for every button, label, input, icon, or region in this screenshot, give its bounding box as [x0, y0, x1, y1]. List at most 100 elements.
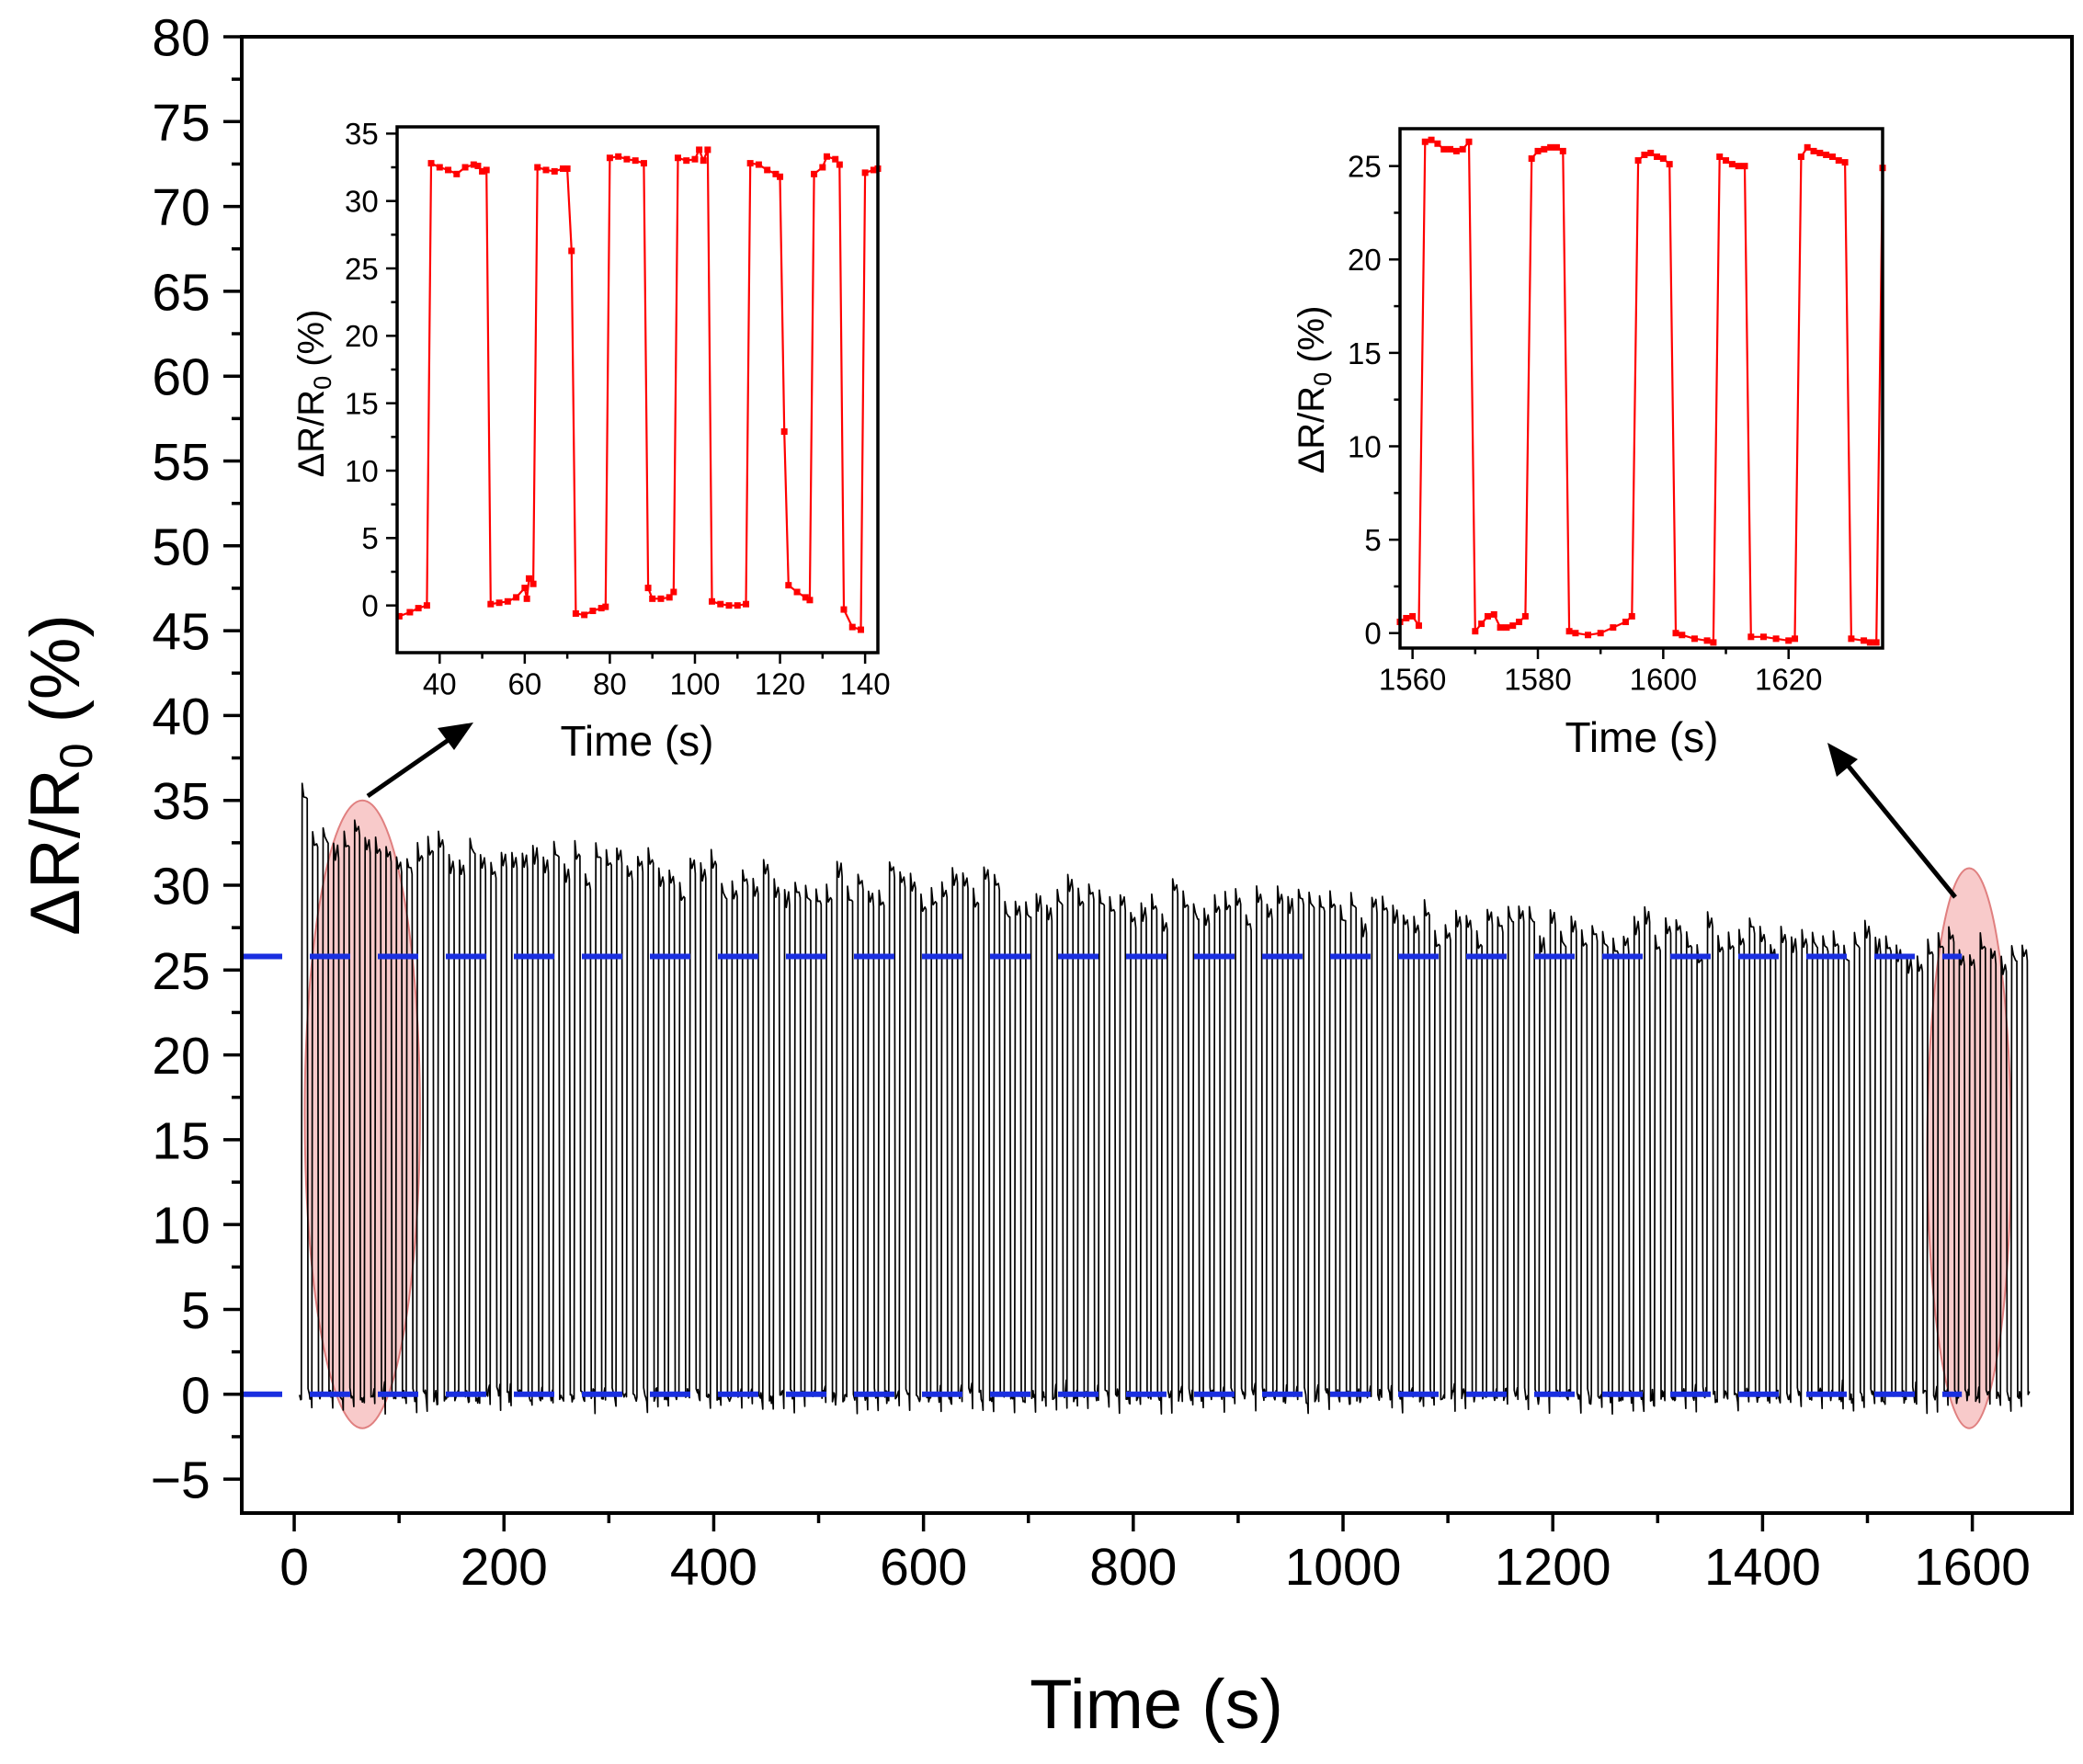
inset-left-data-point — [479, 167, 486, 175]
inset-right-data-point — [1628, 612, 1635, 620]
inset-right-data-point — [1472, 628, 1479, 635]
inset-right-data-point — [1459, 145, 1466, 153]
inset-right-data-point — [1823, 151, 1830, 158]
main-y-tick-label: 80 — [152, 9, 210, 68]
inset-right-y-ticks: 0 5 10 15 20 25 — [1348, 150, 1400, 651]
inset-left-data-point — [696, 146, 703, 154]
inset-right-data-point — [1797, 153, 1804, 160]
main-plot: 0 200 400 600 800 1000 1200 1400 1600 −505101520… — [17, 9, 2074, 1744]
inset-right-frame — [1398, 127, 1884, 650]
inset-right-data-point — [1861, 637, 1868, 644]
inset-left-data-point — [806, 597, 814, 604]
inset-left-data-point — [811, 170, 818, 177]
inset-left-data-point — [857, 626, 864, 633]
inset-right-background — [1400, 129, 1883, 648]
inset-right-data-point — [1866, 639, 1873, 646]
inset-left-data-point — [704, 146, 711, 154]
inset-right-data-point — [1409, 612, 1417, 620]
main-plot-frame — [240, 35, 2074, 1515]
inset-right-y-tick-label: 10 — [1348, 429, 1382, 463]
inset-right-data-point — [1503, 624, 1510, 632]
main-y-tick-label: 0 — [181, 1366, 211, 1425]
inset-left-data-point — [521, 585, 529, 592]
inset-right-data-point — [1478, 620, 1485, 628]
inset-left-data-point — [513, 594, 520, 601]
inset-right-y-tick-label: 15 — [1348, 336, 1382, 370]
inset-left-data-point — [848, 623, 856, 631]
inset-left-data-point — [802, 594, 809, 601]
inset-right-data-point — [1641, 151, 1648, 158]
main-series-line — [298, 782, 2031, 1416]
inset-right-data-point — [1841, 159, 1849, 166]
inset-left-data-point — [602, 603, 609, 610]
inset-right-data-point — [1659, 155, 1667, 163]
inset-left-data-point — [819, 164, 826, 171]
inset-right-data-point — [1440, 145, 1448, 153]
inset-left-data-point — [777, 173, 784, 180]
inset-right-data-point — [1647, 149, 1655, 156]
inset-left-data-point — [649, 595, 656, 602]
inset-right-data-point — [1679, 632, 1686, 639]
main-y-tick-label: 20 — [152, 1027, 210, 1086]
main-x-axis-label: Time (s) — [1030, 1666, 1283, 1744]
main-y-tick-label: 50 — [152, 518, 210, 576]
inset-left-data-point — [725, 602, 733, 609]
inset-left-data-point — [691, 155, 699, 163]
inset-right-data-point — [1792, 635, 1799, 643]
inset-right-data-point — [1415, 622, 1422, 630]
inset-left-data-point — [708, 597, 715, 605]
main-y-tick-label: 40 — [152, 688, 210, 746]
main-y-tick-label: 10 — [152, 1197, 210, 1256]
inset-right-data-point — [1585, 632, 1592, 639]
inset-left-data-point — [523, 595, 530, 602]
inset-left-data-point — [861, 169, 869, 176]
inset-right-data-point — [1528, 155, 1535, 163]
inset-right-data-point — [1597, 630, 1604, 637]
inset-right-y-tick-label: 25 — [1348, 150, 1382, 184]
inset-left-y-tick-label: 10 — [345, 454, 379, 488]
main-y-tick-label: 35 — [152, 772, 210, 831]
inset-right-y-tick-label: 5 — [1364, 523, 1381, 557]
main-reference-lines — [242, 953, 1963, 1397]
inset-right-data-point — [1872, 639, 1880, 646]
inset-left-data-point — [823, 153, 830, 160]
inset-right-data-point — [1447, 145, 1454, 153]
inset-right-data-point — [1666, 161, 1673, 168]
inset-right-data-point — [1403, 614, 1410, 621]
inset-left-y-tick-label: 15 — [345, 387, 379, 421]
inset-right-data-point — [1759, 633, 1767, 641]
inset-left-x-tick-label: 120 — [755, 667, 805, 701]
inset-left-y-tick-label: 5 — [361, 521, 378, 555]
inset-left-x-tick-label: 80 — [593, 667, 627, 701]
inset-right-data-point — [1735, 163, 1742, 170]
inset-right-data-point — [1835, 157, 1842, 165]
inset-right-data-point — [1741, 163, 1748, 170]
inset-left-data-point — [406, 609, 414, 616]
inset-left-data-point — [453, 170, 461, 177]
inset-right-x-tick-label: 1580 — [1504, 663, 1571, 697]
main-x-tick-label: 800 — [1089, 1538, 1177, 1597]
inset-left-data-point — [840, 606, 848, 613]
inset-left-data-point — [487, 600, 495, 608]
inset-right-data-point — [1848, 635, 1855, 643]
inset-right-data-point — [1703, 637, 1711, 644]
inset-left-data-point — [423, 602, 430, 609]
inset-left-data-point — [415, 605, 422, 612]
inset-left-data-point — [700, 157, 707, 165]
inset-right-data-point — [1804, 143, 1811, 151]
inset-right-data-point — [1452, 147, 1460, 154]
inset-right-data-point — [1547, 143, 1554, 151]
inset-right-data-point — [1572, 630, 1579, 637]
main-y-tick-label: 45 — [152, 603, 210, 662]
main-y-tick-label: 15 — [152, 1111, 210, 1170]
inset-right-data-point — [1516, 619, 1523, 626]
inset-left-data-point — [793, 588, 801, 596]
inset-right-data-point — [1559, 147, 1566, 154]
inset-left-data-point — [560, 165, 567, 172]
inset-right-data-point — [1672, 630, 1679, 637]
inset-left-data-point — [495, 599, 503, 607]
inset-right-data-point — [1716, 153, 1724, 160]
main-y-tick-label: 70 — [152, 178, 210, 237]
inset-left-data-point — [640, 160, 647, 167]
